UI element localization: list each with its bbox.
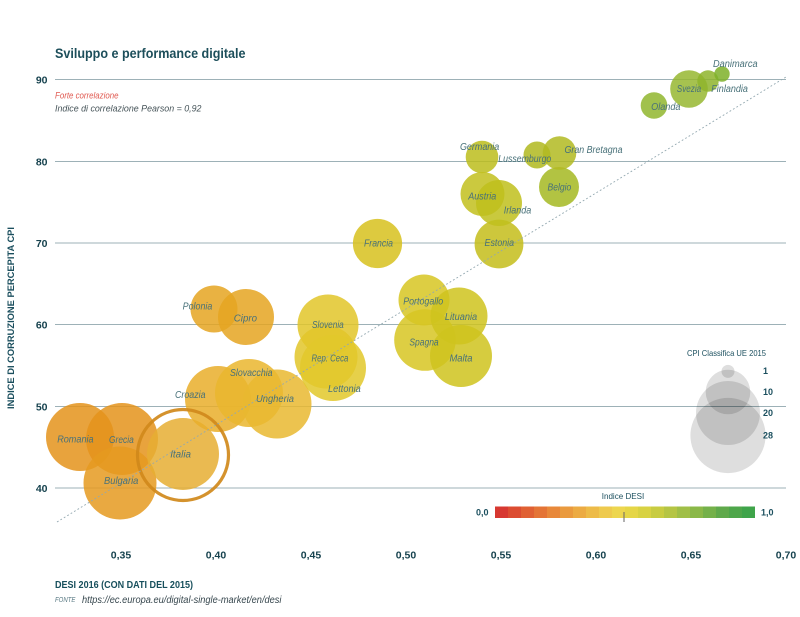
svg-text:80: 80 [36,156,48,168]
svg-text:Svezia: Svezia [677,84,702,95]
svg-text:40: 40 [36,483,48,495]
svg-text:0,70: 0,70 [776,550,797,562]
svg-text:Finlandia: Finlandia [711,84,748,95]
svg-text:Croazia: Croazia [175,390,206,401]
svg-text:Sviluppo e performance digital: Sviluppo e performance digitale [55,46,246,61]
svg-text:FONTE: FONTE [55,597,76,604]
svg-text:Belgio: Belgio [548,183,572,194]
svg-text:Francia: Francia [364,239,393,250]
svg-text:Lettonia: Lettonia [328,384,361,395]
svg-text:Lussemburgo: Lussemburgo [498,154,551,165]
svg-text:Romania: Romania [57,435,94,446]
svg-text:Irlanda: Irlanda [504,206,532,217]
svg-text:Germania: Germania [460,142,500,153]
svg-text:Spagna: Spagna [409,337,439,348]
svg-text:Grecia: Grecia [109,435,134,446]
svg-text:90: 90 [36,74,48,86]
svg-text:https://ec.europa.eu/digital-s: https://ec.europa.eu/digital-single-mark… [82,595,282,606]
svg-text:20: 20 [763,408,773,418]
svg-text:Estonia: Estonia [485,238,515,249]
svg-text:Indice DESI: Indice DESI [602,491,645,501]
svg-text:Malta: Malta [449,353,473,364]
svg-text:0,60: 0,60 [586,550,607,562]
svg-text:Ungheria: Ungheria [256,394,294,405]
svg-text:Danimarca: Danimarca [713,59,758,70]
svg-text:0,35: 0,35 [111,550,132,562]
svg-text:Gran Bretagna: Gran Bretagna [565,145,623,156]
svg-text:Cipro: Cipro [234,314,258,325]
svg-text:0,40: 0,40 [206,550,227,562]
svg-text:28: 28 [763,431,773,441]
svg-text:60: 60 [36,319,48,331]
svg-text:Austria: Austria [467,191,496,202]
svg-text:Indice di correlazione Pearson: Indice di correlazione Pearson = 0,92 [55,104,202,115]
svg-text:Italia: Italia [170,450,191,461]
svg-text:0,45: 0,45 [301,550,322,562]
svg-text:0,0: 0,0 [476,508,489,518]
svg-text:0,55: 0,55 [491,550,512,562]
svg-text:Polonia: Polonia [183,301,213,312]
svg-text:Slovenia: Slovenia [312,320,344,331]
svg-text:Slovacchia: Slovacchia [230,368,273,379]
svg-text:INDICE DI CORRUZIONE PERCEPITA: INDICE DI CORRUZIONE PERCEPITA CPI [6,227,17,409]
svg-text:0,50: 0,50 [396,550,417,562]
svg-text:1,0: 1,0 [761,508,774,518]
svg-text:0,65: 0,65 [681,550,702,562]
svg-text:Olanda: Olanda [651,102,681,113]
svg-text:CPI Classifica UE 2015: CPI Classifica UE 2015 [687,348,766,358]
svg-text:Forte correlazione: Forte correlazione [55,91,119,102]
svg-text:Rep. Ceca: Rep. Ceca [312,353,349,364]
svg-text:DESI 2016 (CON DATI DEL 2015): DESI 2016 (CON DATI DEL 2015) [55,580,193,591]
svg-text:50: 50 [36,401,48,413]
svg-text:Bulgaria: Bulgaria [104,476,139,487]
svg-text:10: 10 [763,387,773,397]
svg-text:Portogallo: Portogallo [403,296,443,307]
svg-text:Lituania: Lituania [445,312,478,323]
svg-text:70: 70 [36,238,48,250]
svg-text:1: 1 [763,366,768,376]
